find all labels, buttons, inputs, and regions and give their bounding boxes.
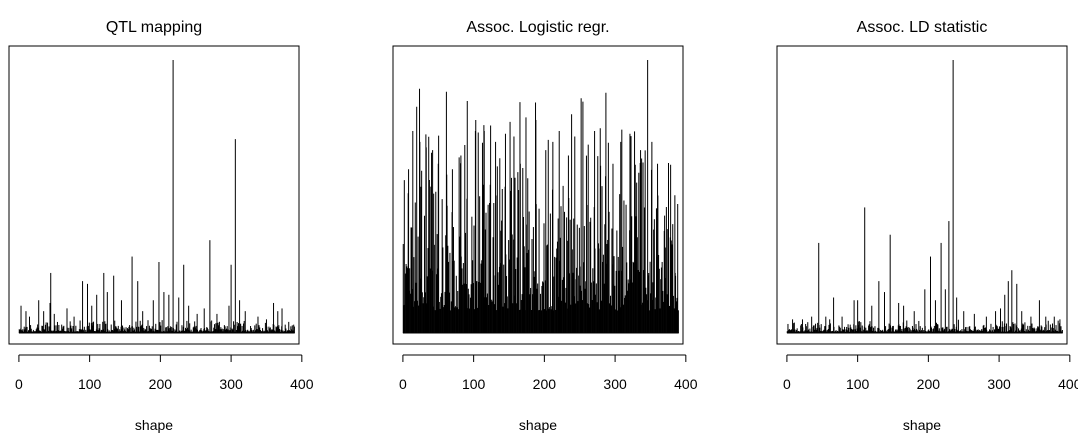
x-tick-label: 400	[290, 376, 314, 392]
panel-title: Assoc. LD statistic	[857, 19, 988, 36]
x-axis: 0 100 200 300 400	[15, 354, 314, 392]
x-tick-label: 0	[399, 376, 407, 392]
x-axis-label: shape	[519, 417, 557, 433]
x-tick-label: 200	[917, 376, 941, 392]
x-tick-label: 300	[219, 376, 243, 392]
spike-group	[18, 60, 295, 334]
x-tick-label: 100	[78, 376, 102, 392]
x-tick-label: 0	[15, 376, 23, 392]
x-tick-label: 200	[149, 376, 173, 392]
x-tick-label: 400	[1058, 376, 1078, 392]
panel-title: Assoc. Logistic regr.	[466, 19, 609, 36]
panel-title: QTL mapping	[106, 19, 202, 36]
x-axis: 0 100 200 300 400	[783, 354, 1078, 392]
x-axis: 0 100 200 300 400	[399, 354, 698, 392]
x-axis-label: shape	[903, 417, 941, 433]
panel-assoc-ld-statistic: Assoc. LD statistic 0 100 200 300 400 shape	[776, 19, 1078, 433]
x-axis-label: shape	[135, 417, 173, 433]
x-tick-label: 200	[533, 376, 557, 392]
plot-frame	[392, 45, 684, 345]
spike-group	[402, 60, 679, 334]
x-tick-label: 100	[846, 376, 870, 392]
panel-assoc-logistic-regr: Assoc. Logistic regr. 0 100 200 300 400 shap…	[392, 19, 698, 433]
x-tick-label: 300	[987, 376, 1011, 392]
x-tick-label: 400	[674, 376, 698, 392]
spike-group	[786, 60, 1063, 334]
x-tick-label: 300	[603, 376, 627, 392]
x-tick-label: 0	[783, 376, 791, 392]
plot-frame	[8, 45, 300, 345]
panel-qtl-mapping: QTL mapping 0 100 200 300 400 shape	[8, 19, 314, 433]
x-tick-label: 100	[462, 376, 486, 392]
plot-frame	[776, 45, 1068, 345]
